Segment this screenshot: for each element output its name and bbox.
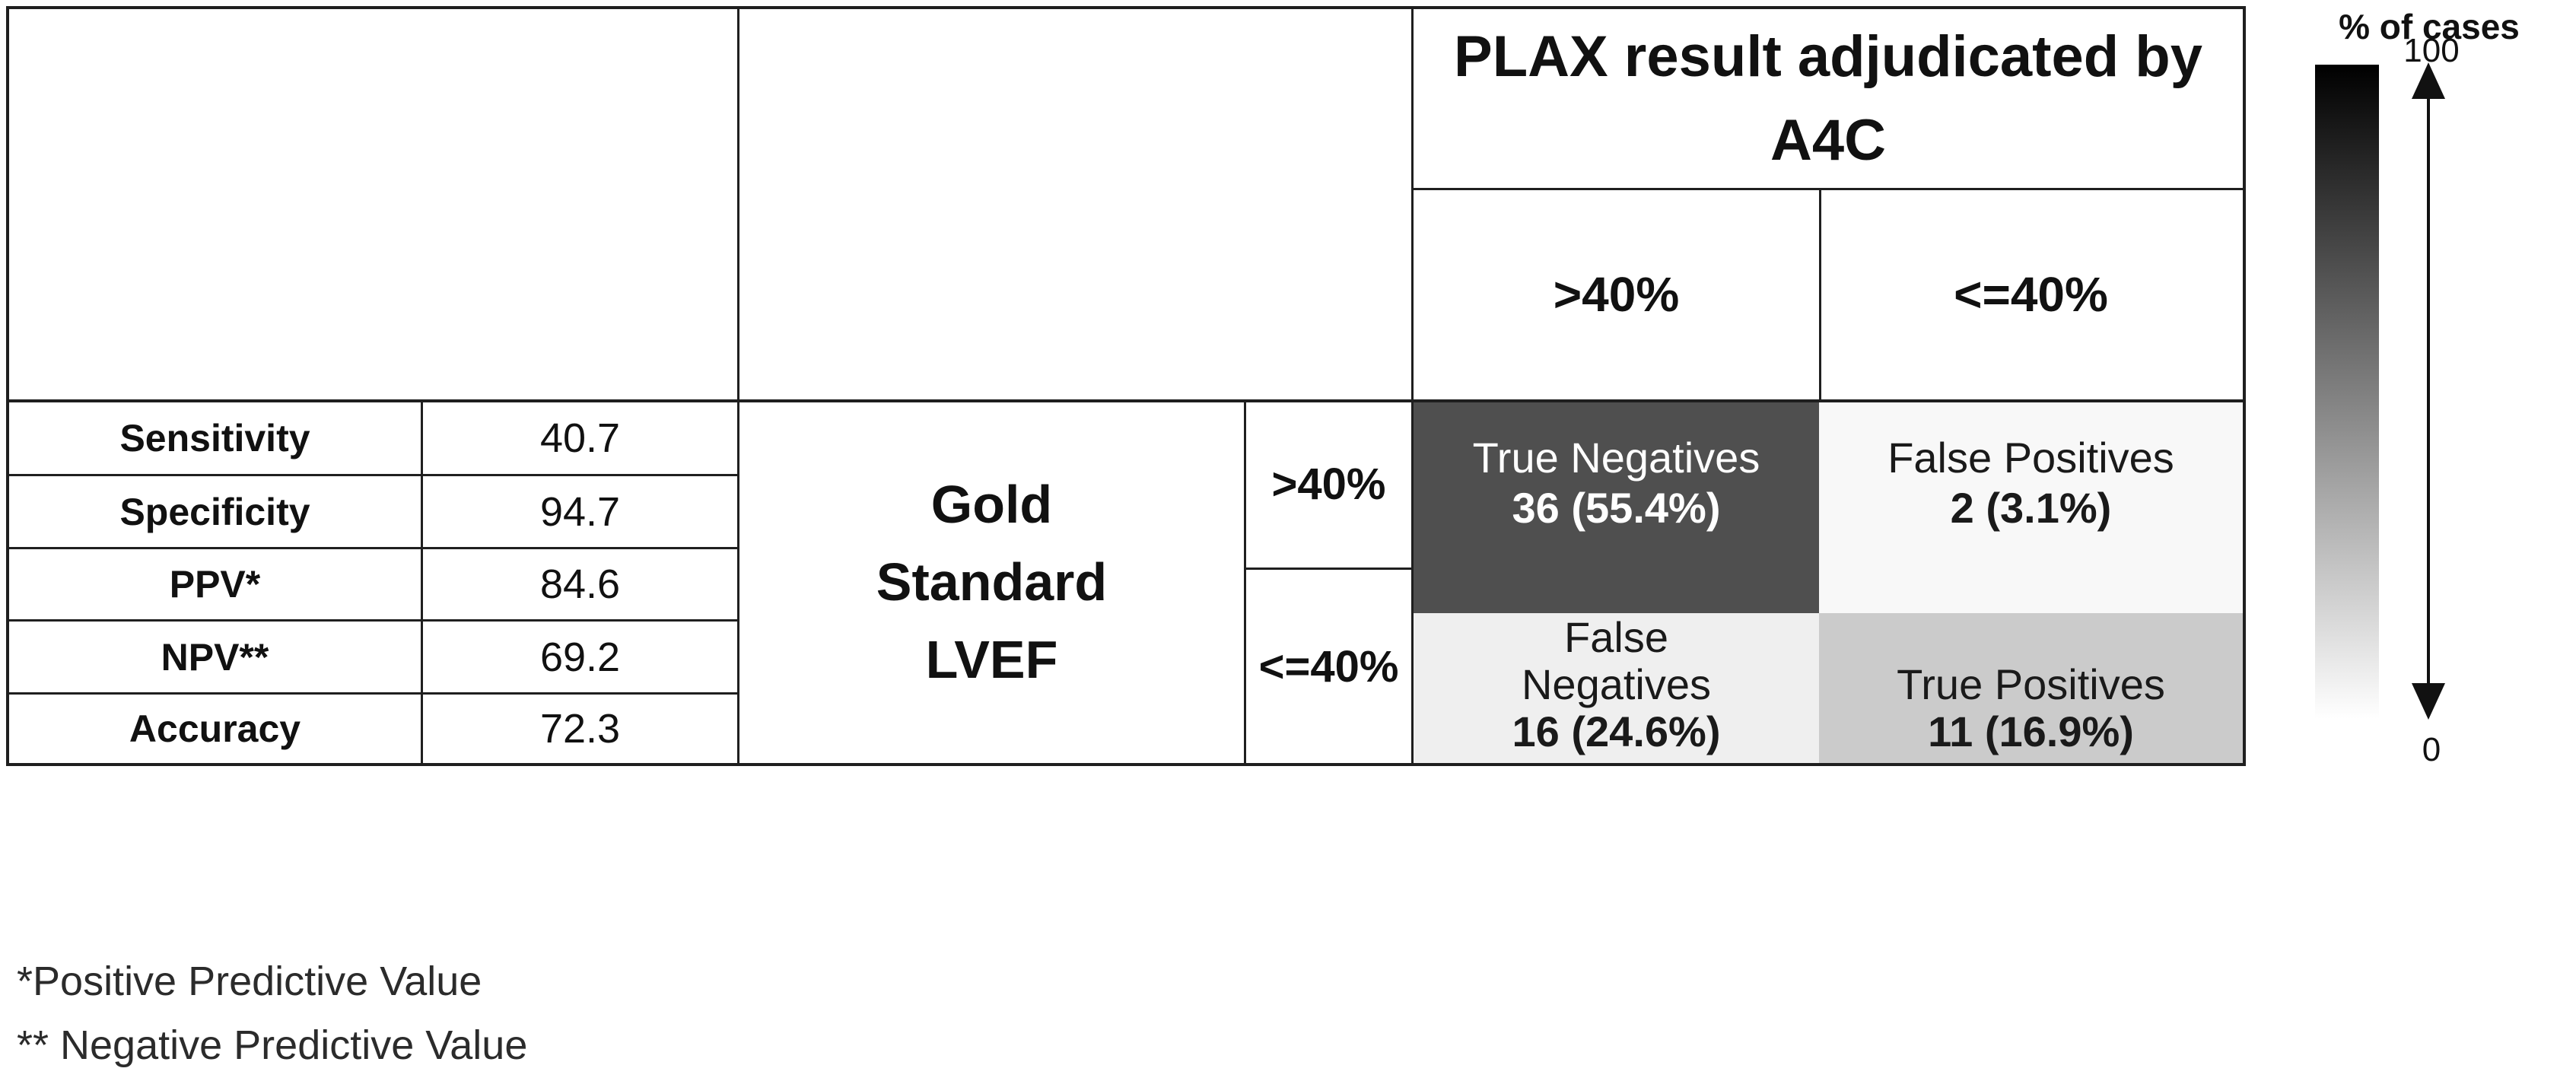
plax-header-bottom-border [1411,188,2246,190]
table-border-top [6,6,2246,9]
metrics-row-divider-2 [6,547,737,549]
footnote-npv-text: ** Negative Predictive Value [17,1022,528,1068]
cell-true-negatives-value: 36 (55.4%) [1512,484,1721,532]
gold-standard-axis-title-text: Gold Standard LVEF [876,475,1108,689]
plax-axis-title-text: PLAX result adjudicated by A4C [1454,24,2202,173]
metrics-row-divider-3 [6,619,737,622]
column-header-gt40: >40% [1414,189,1819,399]
cell-true-positives-label: True Positives [1897,660,2165,708]
metric-label-sensitivity: Sensitivity [9,402,421,474]
metrics-row-divider-1 [6,474,737,476]
cell-true-positives-value: 11 (16.9%) [1928,707,2134,755]
column-header-divider [1819,188,1821,402]
cell-true-positives-bg [1819,613,2243,763]
cell-true-negatives-bg [1414,402,1819,613]
cell-false-positives-label: False Positives [1887,434,2174,482]
cell-false-positives: False Positives 2 (3.1%) [1819,402,2243,613]
metric-value-ppv: 84.6 [423,549,737,619]
metric-value-text: 72.3 [539,706,621,752]
column-header-gt40-text: >40% [1553,267,1680,322]
cell-true-negatives: True Negatives 36 (55.4%) [1414,402,1819,613]
matrix-left-border [1411,6,1414,766]
metric-value-specificity: 94.7 [423,476,737,547]
column-header-le40-text: <=40% [1954,267,2108,322]
row-header-gt40-text: >40% [1271,459,1386,509]
metrics-row-divider-4 [6,692,737,695]
row-label-divider [1244,568,1414,570]
metric-value-accuracy: 72.3 [423,695,737,763]
table-border-bottom [6,763,2246,766]
metric-label-ppv: PPV* [9,549,421,619]
footnote-npv: ** Negative Predictive Value [17,1021,527,1070]
metric-label-text: NPV** [161,635,269,679]
cell-true-positives: True Positives 11 (16.9%) [1819,613,2243,763]
table-border-middle [6,399,2246,402]
metrics-column-divider [421,399,423,766]
metric-label-text: Accuracy [129,707,301,750]
metric-label-text: Specificity [119,490,310,533]
metric-value-text: 94.7 [539,488,621,535]
row-header-le40: <=40% [1246,570,1411,763]
metric-label-text: Sensitivity [119,417,310,459]
footnote-ppv: *Positive Predictive Value [17,957,482,1006]
metric-label-npv: NPV** [9,622,421,692]
metric-label-accuracy: Accuracy [9,695,421,763]
cell-false-positives-value: 2 (3.1%) [1950,484,2112,532]
table-border-left [6,6,9,766]
cell-false-negatives: False Negatives 16 (24.6%) [1414,613,1819,763]
metric-value-text: 69.2 [539,634,621,680]
colorbar-title: % of cases [2282,7,2576,46]
cell-false-negatives-value: 16 (24.6%) [1512,707,1721,755]
colorbar-arrow-line [2427,90,2430,686]
colorbar-min-text: 0 [2422,731,2441,768]
colorbar-title-text: % of cases [2339,7,2520,46]
metric-value-text: 84.6 [539,561,621,607]
metric-label-text: PPV* [169,563,261,606]
cell-false-negatives-label: False Negatives [1521,613,1712,708]
metric-value-text: 40.7 [539,415,621,461]
row-header-gt40: >40% [1246,401,1411,568]
gold-standard-axis-title: Gold Standard LVEF [739,401,1244,763]
metrics-right-border [737,6,739,766]
colorbar-min-label: 0 [2355,731,2508,768]
metric-value-npv: 69.2 [423,622,737,692]
metric-value-sensitivity: 40.7 [423,402,737,474]
table-border-right [2243,6,2246,766]
colorbar-arrow-down-icon [2412,683,2445,720]
footnote-ppv-text: *Positive Predictive Value [17,959,482,1004]
metric-label-specificity: Specificity [9,476,421,547]
plax-axis-title: PLAX result adjudicated by A4C [1414,9,2243,188]
gold-cell-right-border [1244,399,1246,766]
colorbar-gradient [2315,65,2379,719]
cell-false-negatives-bg [1414,613,1819,763]
cell-true-negatives-label: True Negatives [1472,434,1760,482]
column-header-le40: <=40% [1819,189,2243,399]
cell-false-positives-bg [1819,402,2243,613]
row-header-le40-text: <=40% [1258,641,1399,692]
